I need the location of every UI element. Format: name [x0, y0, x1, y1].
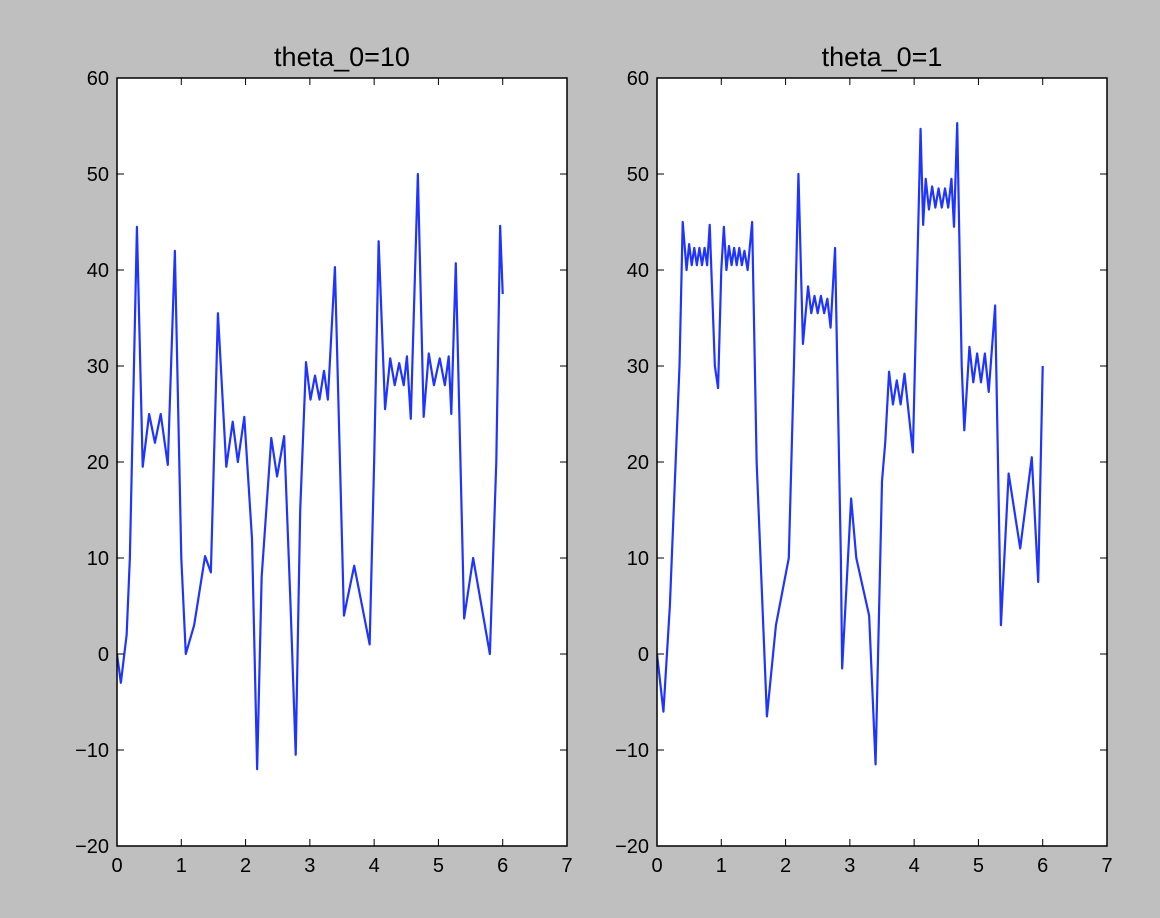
y-tick-label: −20	[75, 836, 109, 858]
y-tick-label: 10	[87, 548, 109, 570]
data-layer	[657, 122, 1044, 766]
y-tick-label: 60	[627, 68, 649, 90]
x-tick-label: 6	[1037, 855, 1048, 877]
y-tick-label: 30	[627, 356, 649, 378]
y-tick-label: 20	[87, 452, 109, 474]
x-tick-label: 7	[561, 855, 572, 877]
plot-area	[657, 78, 1107, 846]
y-tick-label: 20	[627, 452, 649, 474]
y-tick-label: −10	[615, 740, 649, 762]
x-tick-label: 1	[176, 855, 187, 877]
y-tick-label: −10	[75, 740, 109, 762]
y-tick-label: −20	[615, 836, 649, 858]
y-tick-label: 0	[638, 644, 649, 666]
x-tick-label: 2	[240, 855, 251, 877]
x-tick-label: 7	[1101, 855, 1112, 877]
x-tick-label: 4	[369, 855, 380, 877]
y-tick-label: 10	[627, 548, 649, 570]
y-tick-label: 50	[627, 164, 649, 186]
subplot: 0 1 2 3 4 5 6 7 −20 −10 0 10 20 30 40 50 60 theta_0=10	[75, 42, 573, 877]
data-line	[657, 122, 1044, 766]
y-tick-label: 50	[87, 164, 109, 186]
y-tick-label: 60	[87, 68, 109, 90]
data-line	[117, 172, 504, 771]
y-tick-label: 0	[98, 644, 109, 666]
plot-frame	[656, 77, 1108, 847]
chart-title: theta_0=1	[822, 42, 943, 72]
x-tick-label: 5	[433, 855, 444, 877]
subplot: 0 1 2 3 4 5 6 7 −20 −10 0 10 20 30 40 50 60 theta_0=1	[615, 42, 1113, 877]
x-tick-label: 6	[497, 855, 508, 877]
x-tick-label: 0	[111, 855, 122, 877]
y-tick-label: 40	[87, 260, 109, 282]
x-tick-label: 1	[716, 855, 727, 877]
x-tick-label: 4	[909, 855, 920, 877]
y-tick-label: 30	[87, 356, 109, 378]
x-tick-label: 2	[780, 855, 791, 877]
x-tick-label: 0	[651, 855, 662, 877]
x-tick-label: 3	[304, 855, 315, 877]
chart-title: theta_0=10	[274, 42, 410, 72]
y-tick-label: 40	[627, 260, 649, 282]
x-tick-label: 5	[973, 855, 984, 877]
plot-area	[117, 78, 567, 846]
data-layer	[117, 172, 504, 771]
x-tick-label: 3	[844, 855, 855, 877]
plot-frame	[116, 77, 568, 847]
